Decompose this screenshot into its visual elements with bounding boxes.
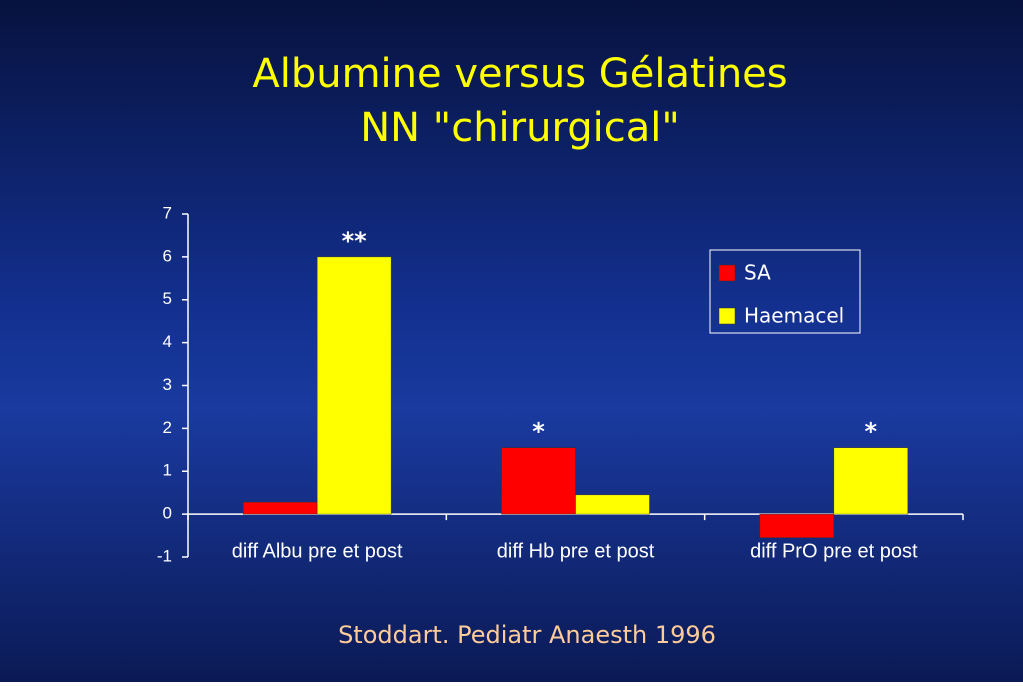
y-tick-label: 0 — [163, 504, 172, 523]
legend-label: SA — [744, 261, 771, 285]
bar — [759, 513, 835, 538]
x-tick-label: diff PrO pre et post — [750, 540, 918, 562]
bar — [575, 494, 650, 515]
y-tick-label: -1 — [157, 546, 172, 565]
significance-marker: * — [532, 418, 545, 446]
y-tick-label: 6 — [163, 246, 172, 265]
title-line: NN "chirurgical" — [360, 105, 679, 151]
source: Stoddart. Pediatr Anaesth 1996 — [338, 621, 716, 649]
x-tick-label: diff Albu pre et post — [232, 540, 403, 562]
bar — [242, 501, 318, 515]
legend-swatch — [718, 264, 736, 282]
legend-box — [709, 249, 861, 334]
bar — [501, 447, 576, 515]
y-tick-label: 5 — [163, 289, 172, 308]
x-tick-label: diff Hb pre et post — [497, 540, 655, 562]
bar — [833, 447, 909, 515]
y-tick-label: 3 — [163, 375, 172, 394]
legend-label: Haemacel — [744, 304, 844, 328]
significance-marker: ** — [342, 227, 368, 255]
title-line: Albumine versus Gélatines — [252, 51, 787, 97]
legend-swatch — [718, 307, 736, 325]
y-tick-label: 4 — [163, 332, 172, 351]
y-tick-label: 1 — [163, 461, 172, 480]
y-tick-label: 2 — [163, 418, 172, 437]
significance-marker: * — [865, 418, 878, 446]
bar — [316, 256, 392, 515]
y-tick-label: 7 — [163, 203, 172, 222]
